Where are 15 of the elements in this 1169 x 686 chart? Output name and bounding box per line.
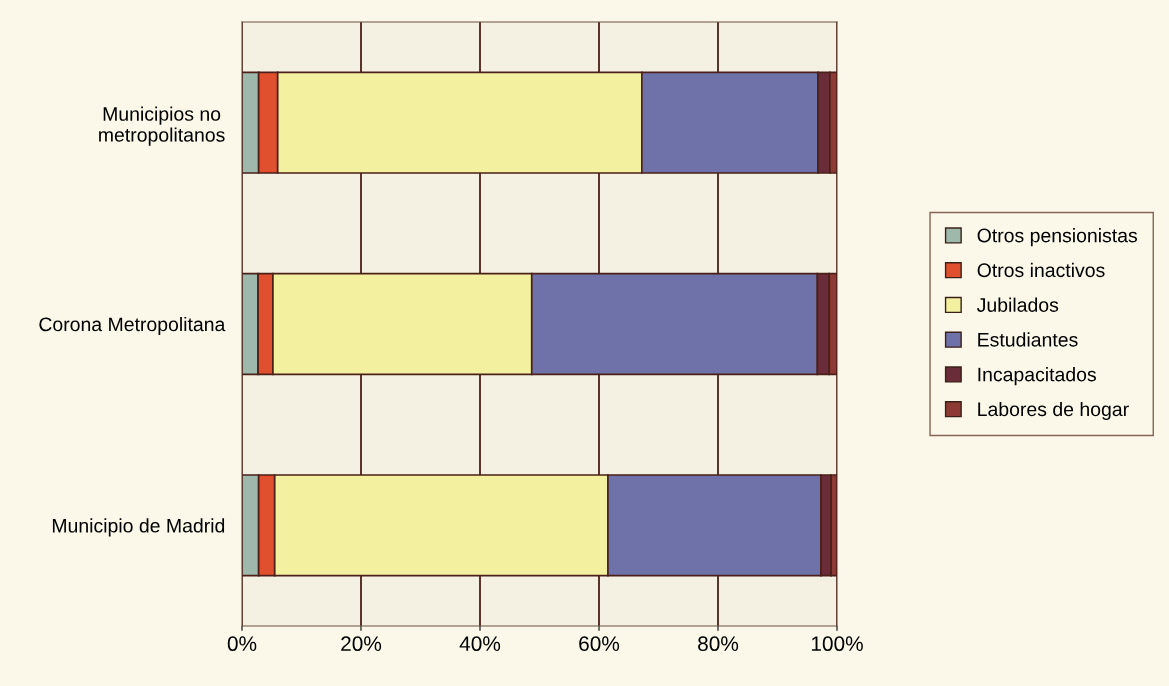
x-tick-label: 60%: [579, 636, 620, 652]
legend-label: Estudiantes: [978, 332, 1078, 347]
legend-label: Labores de hogar: [978, 401, 1129, 421]
legend-label: Otros pensionistas: [977, 228, 1138, 247]
y-tick-label: Corona Metropolitana: [39, 316, 226, 336]
x-tick-label: 20%: [341, 636, 382, 652]
legend-label: Otros inactivos: [977, 262, 1105, 278]
legend-label: Jubilados: [976, 297, 1059, 312]
x-tick-label: 100%: [811, 636, 863, 652]
x-tick-label: 40%: [459, 636, 501, 652]
x-tick-label: 0%: [227, 636, 257, 652]
y-tick-label: Municipio de Madrid: [52, 518, 225, 537]
y-tick-label: Municipios no metropolitanos: [99, 106, 225, 146]
x-tick-label: 80%: [698, 636, 739, 652]
legend-label: Incapacitados: [978, 367, 1096, 386]
